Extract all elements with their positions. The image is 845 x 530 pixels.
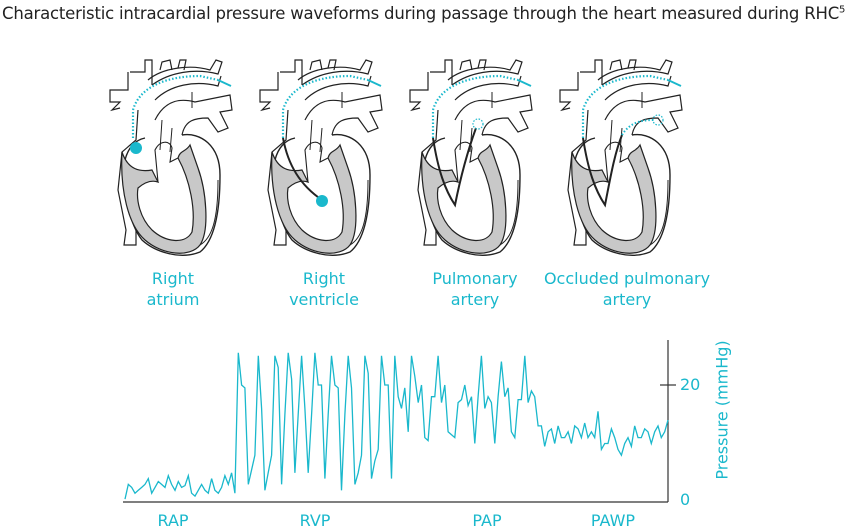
segment-label-rvp: RVP bbox=[299, 511, 331, 530]
catheter-tip bbox=[472, 118, 484, 130]
label-right-atrium: Right atrium bbox=[146, 269, 200, 309]
label-occluded-pulmonary-artery: Occluded pulmonary artery bbox=[543, 269, 711, 309]
y-axis-label: Pressure (mmHg) bbox=[712, 340, 732, 480]
pressure-waveform bbox=[124, 352, 669, 500]
y-tick-label-0: 0 bbox=[680, 490, 691, 509]
segment-label-pap: PAP bbox=[472, 511, 502, 530]
segment-label-pawp: PAWP bbox=[590, 511, 636, 530]
figure-title: Characteristic intracardial pressure wav… bbox=[2, 4, 845, 23]
catheter-tip bbox=[652, 114, 664, 126]
y-tick-label-20: 20 bbox=[680, 375, 701, 394]
label-right-ventricle: Right ventricle bbox=[289, 269, 359, 309]
label-pulmonary-artery: Pulmonary artery bbox=[432, 269, 518, 309]
segment-label-rap: RAP bbox=[157, 511, 189, 530]
catheter-path bbox=[131, 74, 219, 138]
catheter-tip bbox=[316, 195, 328, 207]
catheter-tip bbox=[130, 142, 142, 154]
